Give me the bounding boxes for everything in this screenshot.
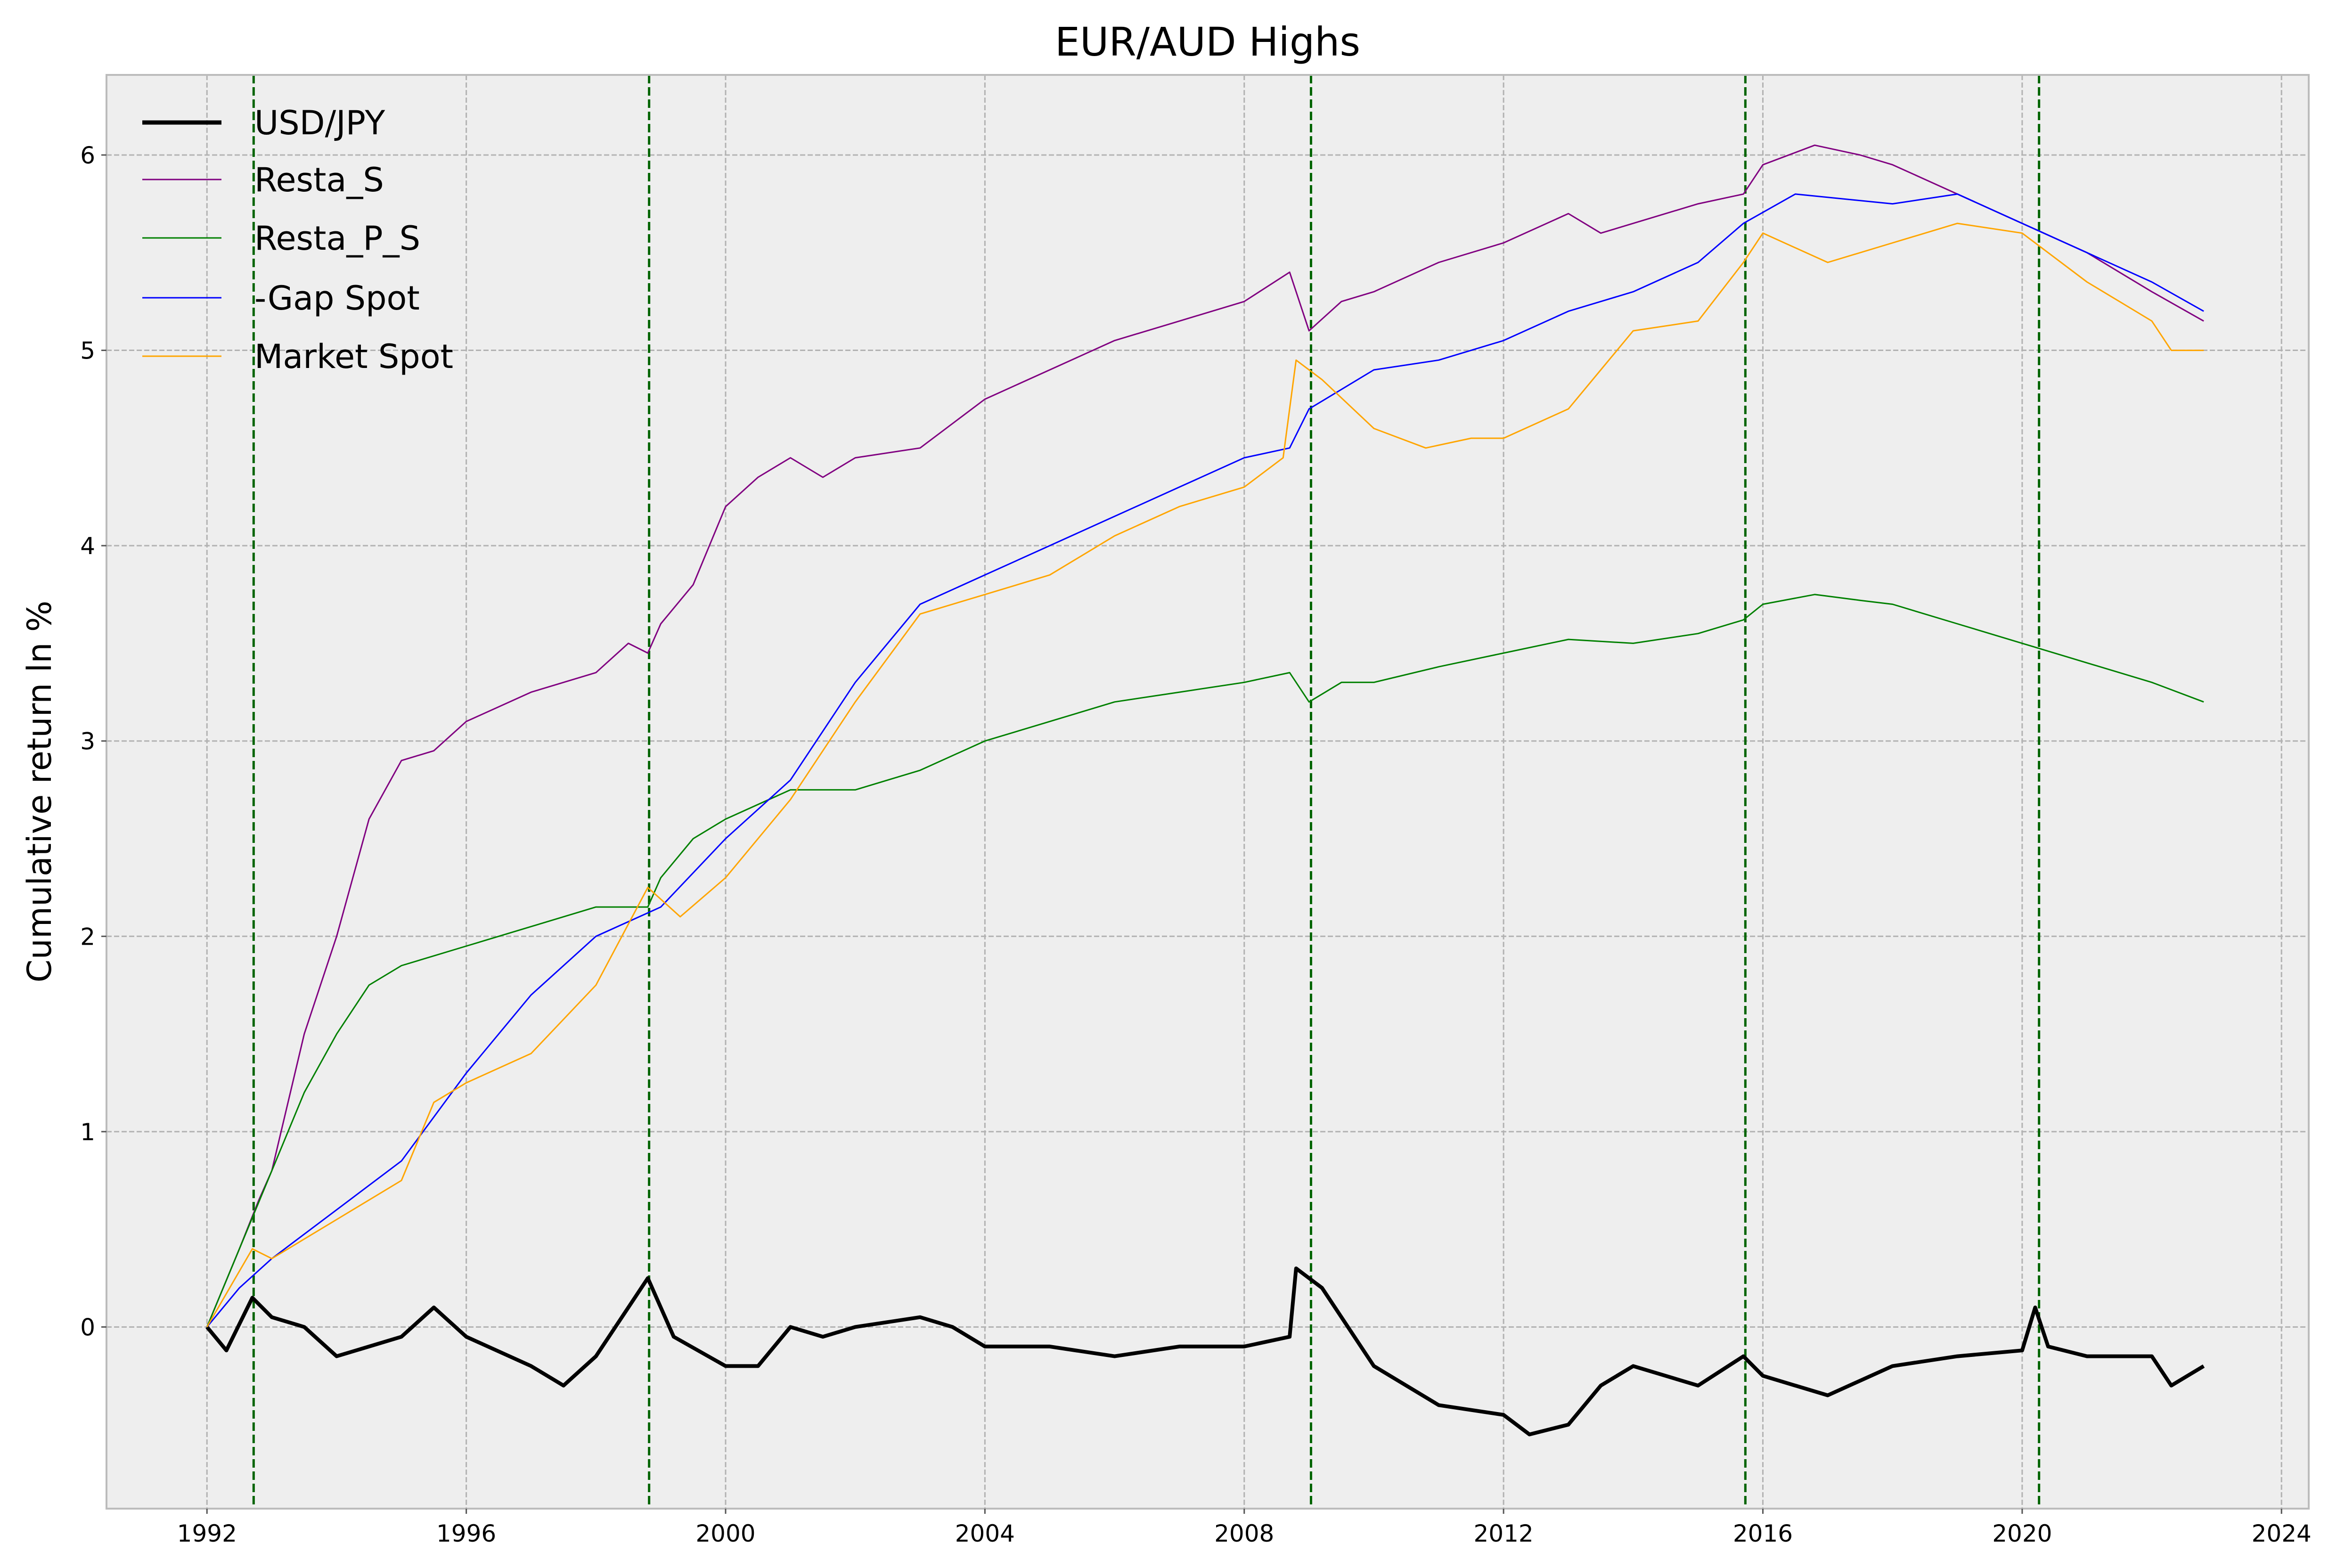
x-tick-label: 2000 — [695, 1520, 755, 1547]
legend-label: Market Spot — [254, 337, 453, 376]
legend-label: Resta_P_S — [254, 219, 420, 258]
y-axis-label: Cumulative return ln % — [20, 601, 59, 983]
y-tick-label: 1 — [80, 1119, 95, 1146]
grid — [106, 75, 2309, 1509]
plot-area — [106, 75, 2309, 1509]
y-tick-label: 0 — [80, 1314, 95, 1341]
event-lines — [252, 75, 2041, 1509]
series-line-resta-s — [206, 144, 2204, 1327]
y-tick-label: 5 — [80, 337, 95, 365]
series-line-resta-p-s — [206, 594, 2204, 1327]
x-tick-label: 2020 — [1992, 1520, 2052, 1547]
x-tick-label: 2024 — [2252, 1520, 2312, 1547]
y-tick-label: 6 — [80, 142, 95, 169]
x-axis: 1992 1996 2000 2004 2008 2012 2016 2020 2024 — [177, 1509, 2312, 1547]
x-tick-label: 2012 — [1473, 1520, 1533, 1547]
legend-label: Resta_S — [254, 161, 384, 199]
y-tick-label: 3 — [80, 728, 95, 755]
legend-label: -Gap Spot — [254, 279, 420, 318]
x-tick-label: 1992 — [177, 1520, 237, 1547]
chart-title: EUR/AUD Highs — [1055, 19, 1360, 65]
series-line-usd-jpy — [205, 1266, 2205, 1437]
y-tick-label: 4 — [80, 532, 95, 560]
legend-label: USD/JPY — [254, 104, 385, 142]
x-tick-label: 2008 — [1214, 1520, 1274, 1547]
y-tick-label: 2 — [80, 923, 95, 950]
legend: USD/JPY Resta_S Resta_P_S -Gap Spot Market S… — [142, 104, 453, 376]
x-tick-label: 1996 — [436, 1520, 496, 1547]
series-line-gap-spot — [206, 193, 2204, 1328]
x-tick-label: 2016 — [1733, 1520, 1793, 1547]
series-lines — [205, 144, 2205, 1437]
plot-frame — [106, 74, 2310, 1510]
y-axis: 0 1 2 3 4 5 6 — [80, 142, 106, 1341]
series-line-market-spot — [206, 222, 2204, 1328]
x-tick-label: 2004 — [955, 1520, 1015, 1547]
